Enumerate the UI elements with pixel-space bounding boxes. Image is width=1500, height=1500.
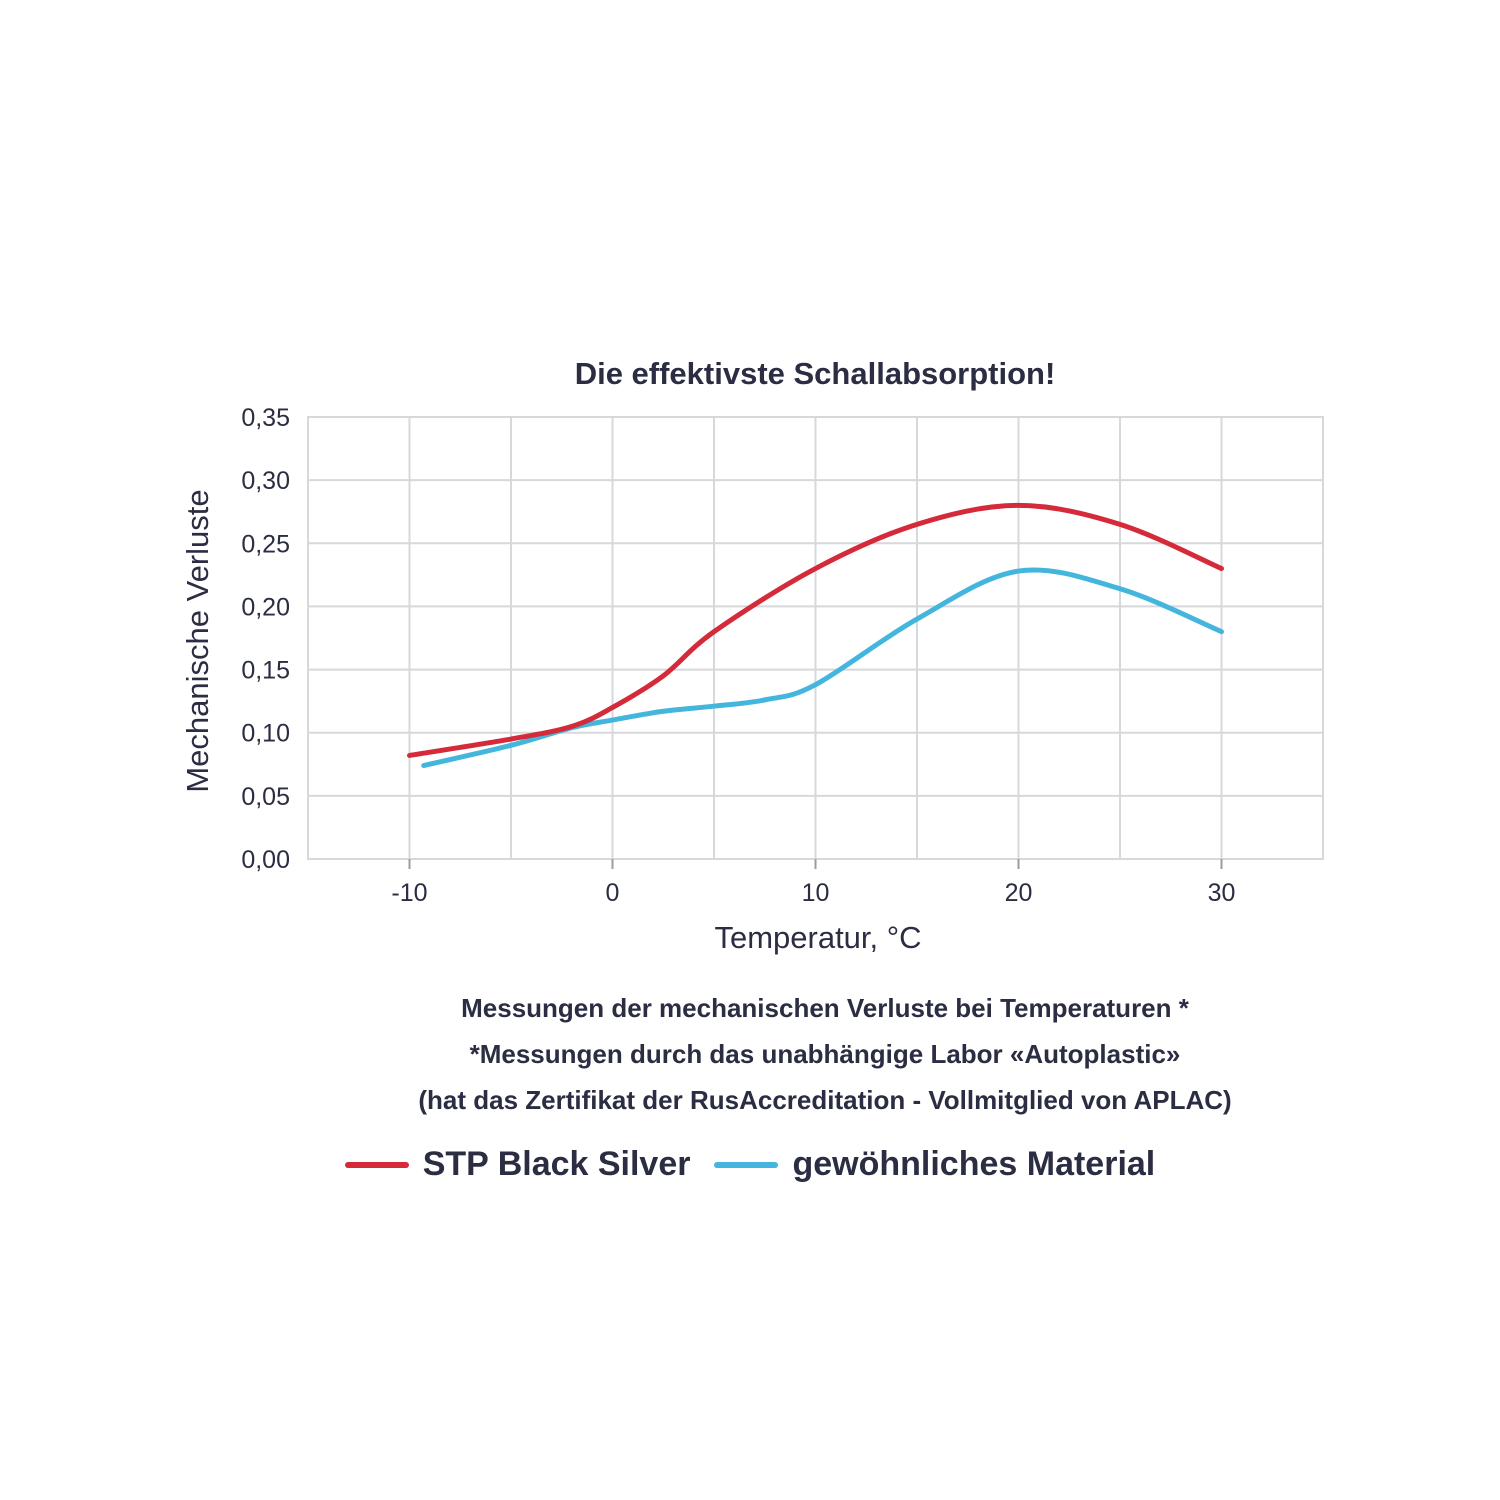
x-tick-label: 20 [1005,879,1033,907]
y-tick-label: 0,10 [241,720,290,748]
legend-item-gewoehnliches-material: gewöhnliches Material [714,1145,1155,1184]
y-tick-label: 0,25 [241,530,290,558]
y-tick-label: 0,05 [241,783,290,811]
x-tick-label: 0 [606,879,620,907]
x-axis-ticks: -10 0 10 20 30 [391,859,1235,907]
legend-label: STP Black Silver [422,1145,691,1183]
y-tick-label: 0,15 [241,657,290,685]
y-tick-label: 0,00 [241,846,290,874]
lab-note: *Messungen durch das unabhängige Labor «… [469,1039,1181,1069]
y-axis-ticks: 0,00 0,05 0,10 0,15 0,20 0,25 0,30 0,35 [241,404,290,874]
certificate-note: (hat das Zertifikat der RusAccreditation… [418,1085,1232,1115]
y-tick-label: 0,35 [241,404,290,432]
measurement-note: Messungen der mechanischen Verluste bei … [461,993,1189,1023]
x-axis-label: Temperatur, °C [714,920,921,955]
legend-item-stp-black-silver: STP Black Silver [344,1145,691,1184]
x-tick-label: -10 [391,879,427,907]
x-tick-label: 10 [802,879,830,907]
legend-swatch-red [344,1161,409,1168]
y-tick-label: 0,30 [241,467,290,495]
y-tick-label: 0,20 [241,593,290,621]
x-tick-label: 30 [1208,879,1236,907]
series-line-stp-black-silver [407,502,1224,758]
legend: STP Black Silver gewöhnliches Material [0,1145,1500,1184]
legend-label: gewöhnliches Material [792,1145,1156,1183]
footnotes: Messungen der mechanischen Verluste bei … [250,985,1400,1123]
chart-title: Die effektivste Schallabsorption! [575,356,1056,391]
series-lines [407,502,1224,769]
y-axis-label: Mechanische Verluste [180,489,215,792]
legend-swatch-blue [714,1161,779,1168]
